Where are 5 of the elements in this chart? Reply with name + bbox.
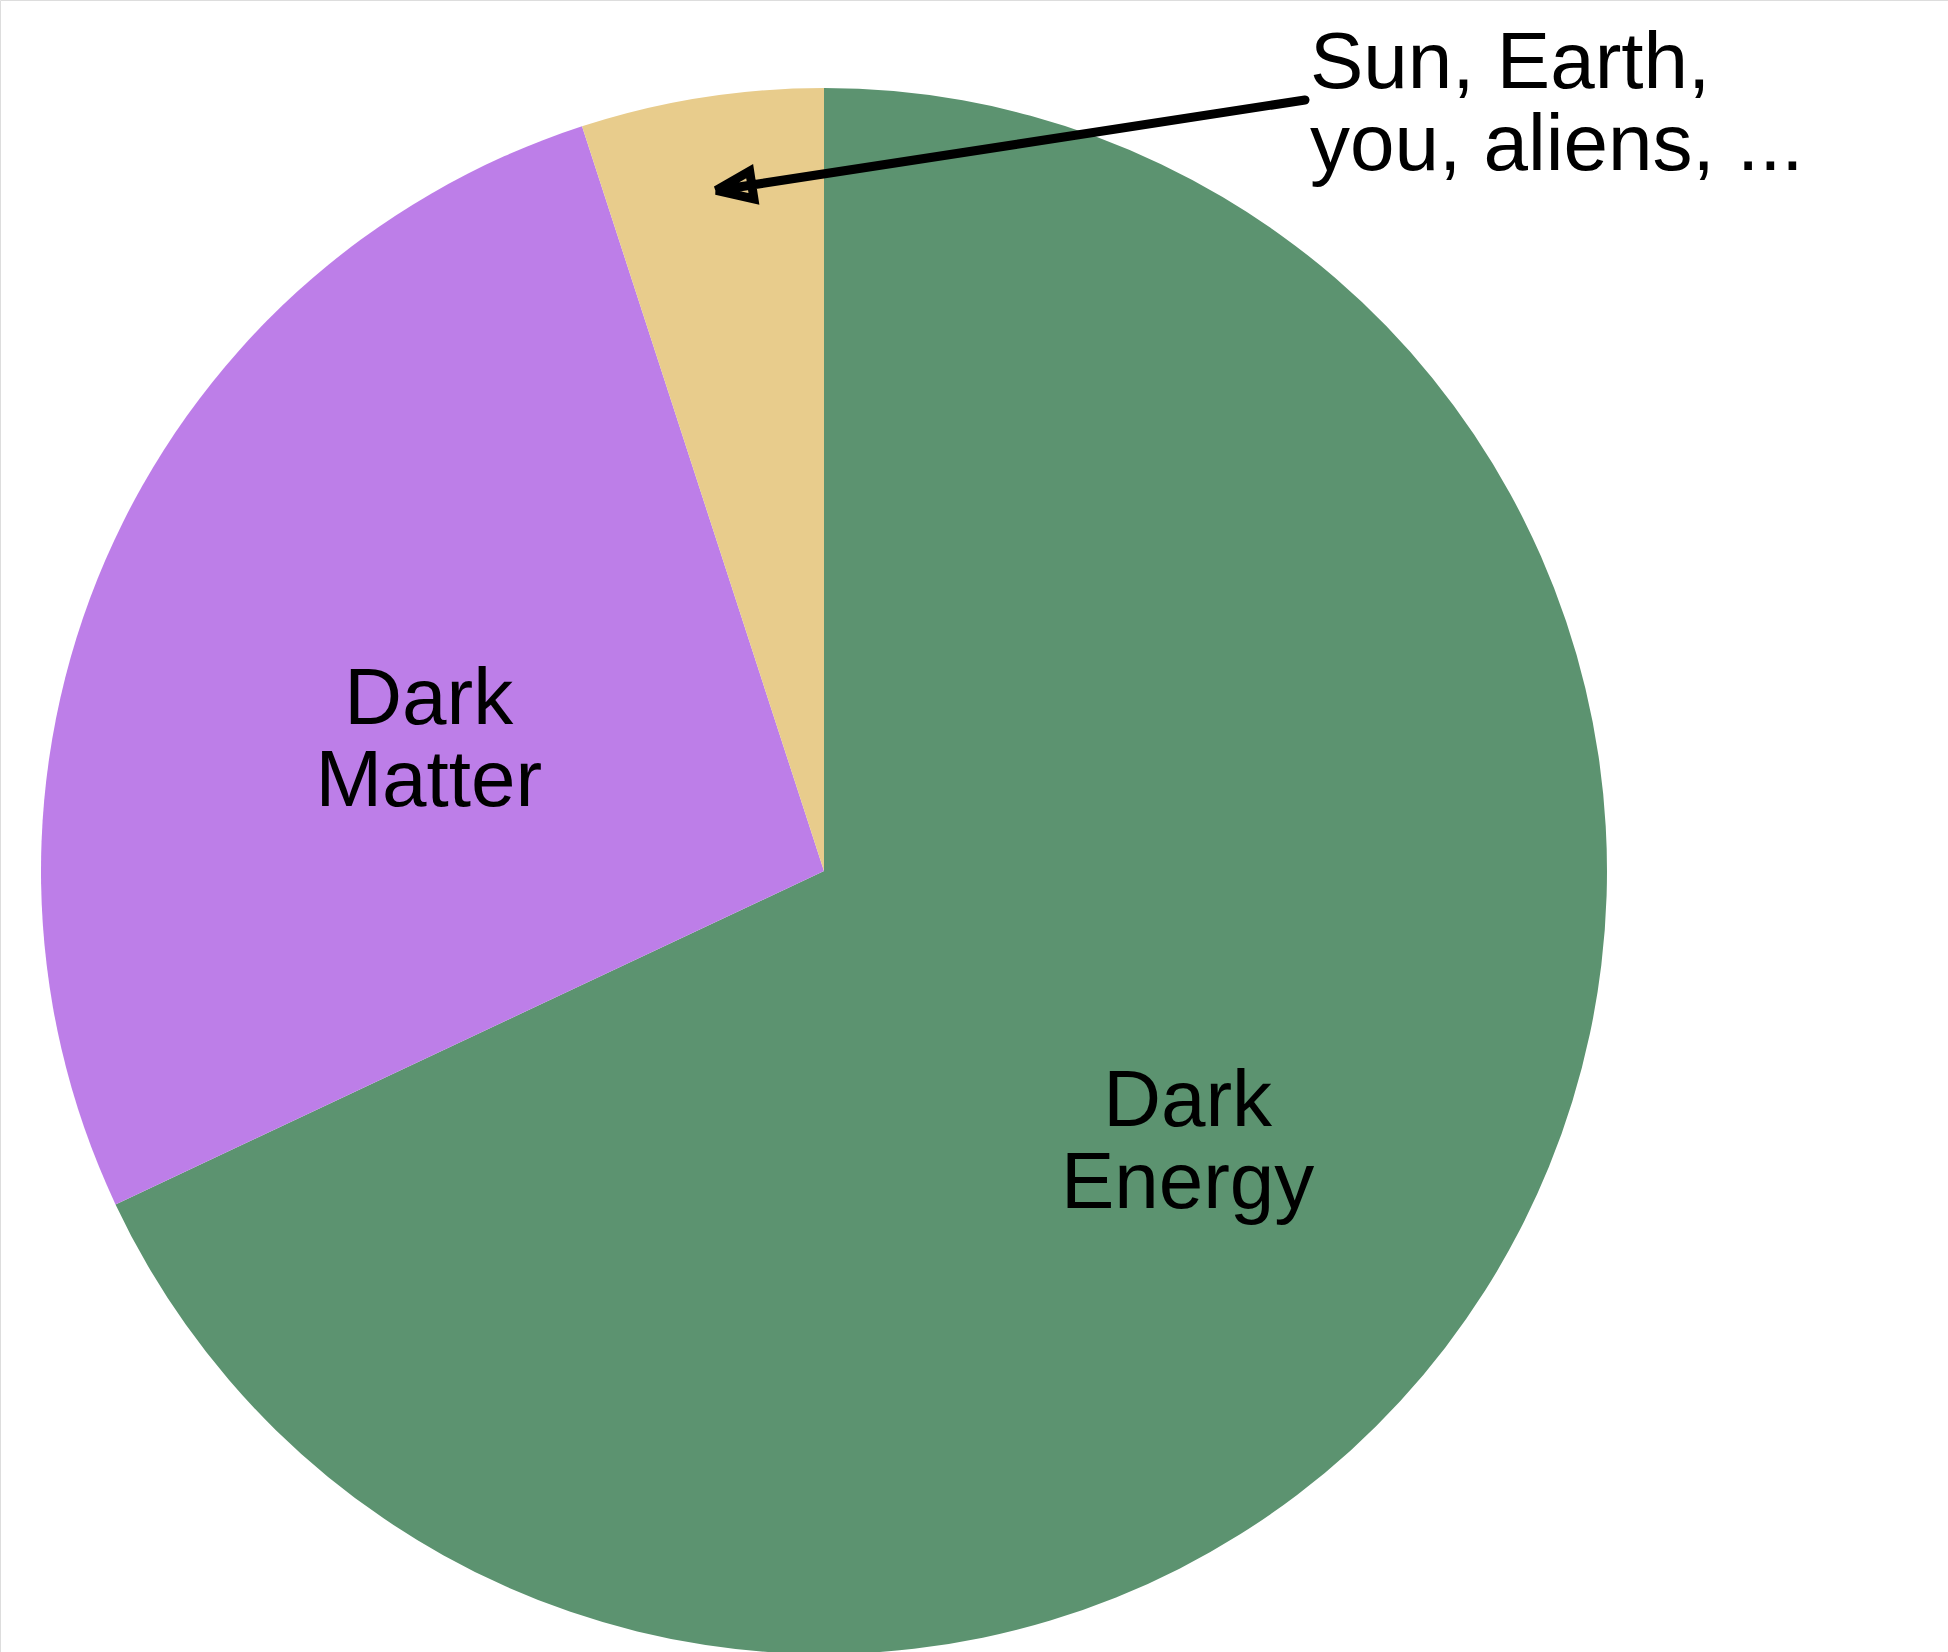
pie-slice [41,126,824,1205]
slice-label: Dark Energy [1060,1053,1315,1225]
slice-label: Dark Matter [315,651,543,823]
slice-label: Sun, Earth, you, aliens, ... [1310,16,1804,187]
pie-slice [582,88,824,871]
